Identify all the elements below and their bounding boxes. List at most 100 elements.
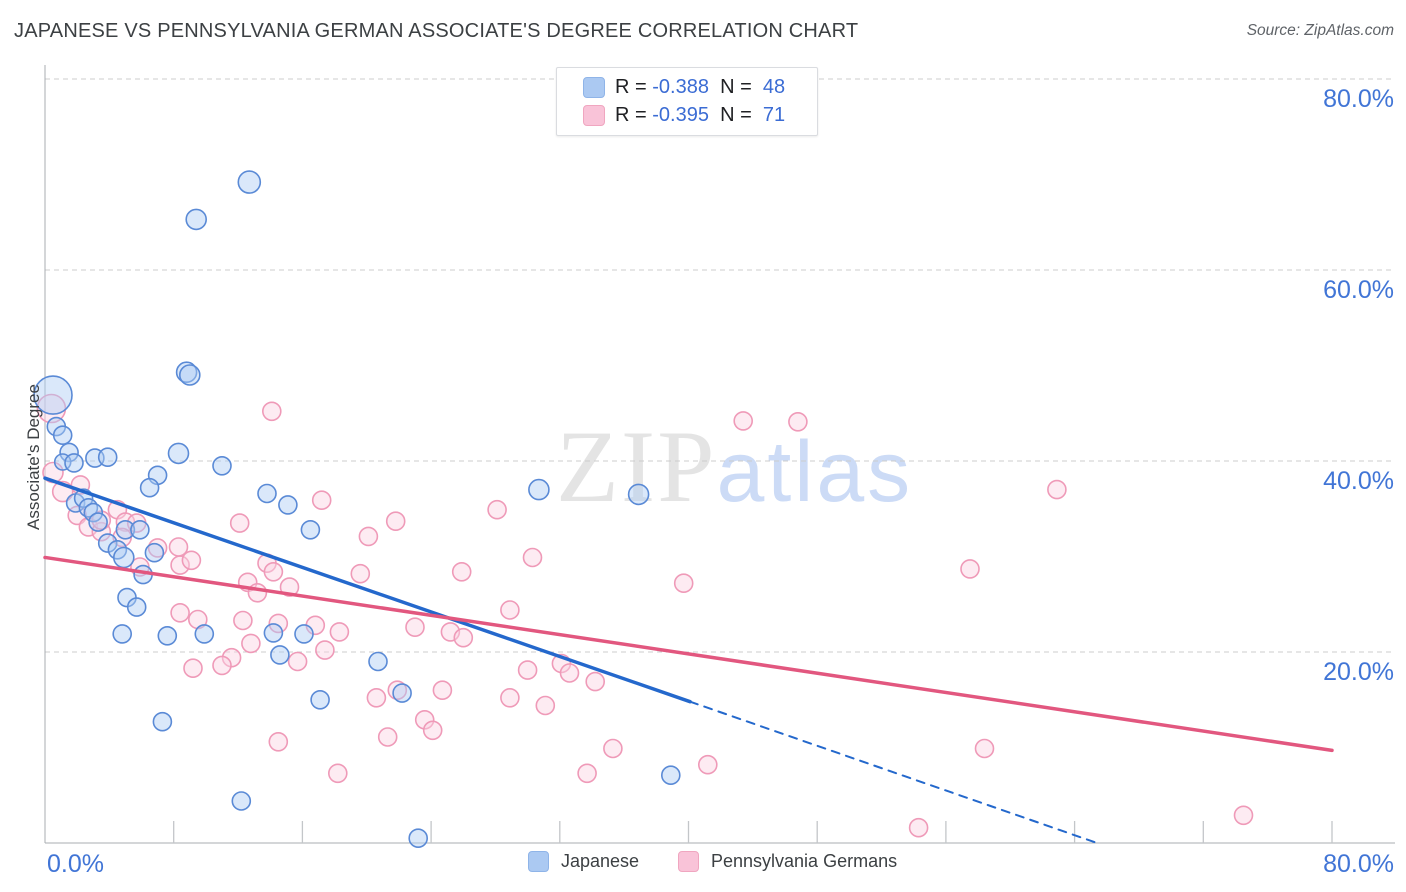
- scatter-point-japanese[interactable]: [115, 519, 136, 540]
- scatter-point-pennsylvania-germans[interactable]: [241, 633, 261, 654]
- scatter-point-japanese[interactable]: [33, 375, 73, 415]
- scatter-point-pennsylvania-germans[interactable]: [268, 613, 289, 634]
- legend-row-japanese: R = -0.388 N = 48: [583, 75, 817, 99]
- scatter-point-pennsylvania-germans[interactable]: [329, 622, 350, 642]
- scatter-point-pennsylvania-germans[interactable]: [212, 655, 232, 676]
- scatter-point-japanese[interactable]: [368, 651, 388, 672]
- scatter-point-japanese[interactable]: [294, 624, 314, 644]
- scatter-point-pennsylvania-germans[interactable]: [366, 687, 387, 708]
- y-tick-label-40: 40.0%: [1323, 467, 1394, 495]
- scatter-point-pennsylvania-germans[interactable]: [170, 602, 190, 623]
- scatter-point-japanese[interactable]: [257, 483, 277, 504]
- scatter-point-pennsylvania-germans[interactable]: [261, 401, 282, 422]
- scatter-point-pennsylvania-germans[interactable]: [358, 526, 379, 547]
- scatter-point-japanese[interactable]: [97, 533, 118, 553]
- scatter-point-japanese[interactable]: [113, 546, 135, 569]
- scatter-point-japanese[interactable]: [144, 542, 165, 563]
- pennsylvania-germans-swatch: [583, 104, 605, 126]
- scatter-point-japanese[interactable]: [52, 425, 73, 446]
- scatter-point-japanese[interactable]: [185, 208, 207, 231]
- scatter-point-pennsylvania-germans[interactable]: [453, 627, 474, 648]
- scatter-point-japanese[interactable]: [130, 519, 150, 540]
- trend-line-japanese: [43, 476, 692, 704]
- scatter-point-japanese[interactable]: [112, 624, 132, 644]
- y-tick-label-80: 80.0%: [1323, 85, 1394, 113]
- scatter-point-pennsylvania-germans[interactable]: [733, 411, 754, 431]
- scatter-point-pennsylvania-germans[interactable]: [960, 559, 980, 579]
- scatter-point-japanese[interactable]: [528, 478, 550, 501]
- legend-item-japanese: Japanese: [528, 851, 639, 872]
- scatter-point-japanese[interactable]: [167, 442, 190, 465]
- scatter-point-pennsylvania-germans[interactable]: [279, 577, 300, 597]
- scatter-point-pennsylvania-germans[interactable]: [697, 754, 718, 775]
- scatter-point-pennsylvania-germans[interactable]: [414, 709, 435, 730]
- scatter-point-pennsylvania-germans[interactable]: [311, 490, 332, 511]
- scatter-point-japanese[interactable]: [64, 453, 84, 473]
- scatter-point-pennsylvania-germans[interactable]: [577, 763, 597, 784]
- scatter-point-japanese[interactable]: [139, 477, 160, 498]
- scatter-point-japanese[interactable]: [392, 683, 412, 703]
- scatter-point-pennsylvania-germans[interactable]: [350, 563, 371, 584]
- scatter-point-japanese[interactable]: [263, 623, 284, 643]
- y-tick-label-60: 60.0%: [1323, 276, 1394, 304]
- scatter-point-pennsylvania-germans[interactable]: [500, 687, 520, 708]
- scatter-point-pennsylvania-germans[interactable]: [1047, 479, 1067, 500]
- scatter-point-japanese[interactable]: [179, 364, 201, 386]
- scatter-point-japanese[interactable]: [627, 483, 650, 506]
- scatter-point-japanese[interactable]: [157, 625, 178, 646]
- scatter-point-pennsylvania-germans[interactable]: [788, 411, 808, 432]
- scatter-point-pennsylvania-germans[interactable]: [585, 671, 606, 692]
- scatter-point-pennsylvania-germans[interactable]: [377, 727, 398, 747]
- x-tick-label-min: 0.0%: [47, 850, 104, 878]
- scatter-point-pennsylvania-germans[interactable]: [287, 651, 308, 672]
- scatter-point-pennsylvania-germans[interactable]: [522, 547, 543, 568]
- x-tick-label-max: 80.0%: [1323, 850, 1394, 878]
- scatter-point-japanese[interactable]: [97, 447, 118, 468]
- scatter-point-pennsylvania-germans[interactable]: [432, 680, 453, 701]
- scatter-point-pennsylvania-germans[interactable]: [422, 720, 443, 741]
- scatter-point-pennsylvania-germans[interactable]: [263, 561, 284, 582]
- scatter-point-japanese[interactable]: [231, 791, 252, 811]
- scatter-point-pennsylvania-germans[interactable]: [247, 582, 268, 603]
- scatter-point-japanese[interactable]: [270, 645, 290, 665]
- scatter-point-japanese[interactable]: [59, 442, 79, 463]
- scatter-point-pennsylvania-germans[interactable]: [535, 695, 556, 716]
- scatter-point-pennsylvania-germans[interactable]: [603, 738, 623, 759]
- scatter-point-pennsylvania-germans[interactable]: [1233, 805, 1254, 826]
- legend-row-pennsylvania-germans: R = -0.395 N = 71: [583, 103, 817, 127]
- scatter-point-japanese[interactable]: [88, 512, 108, 532]
- scatter-point-pennsylvania-germans[interactable]: [673, 573, 694, 594]
- scatter-point-pennsylvania-germans[interactable]: [908, 817, 929, 838]
- scatter-point-pennsylvania-germans[interactable]: [233, 610, 253, 631]
- scatter-point-pennsylvania-germans[interactable]: [974, 738, 995, 759]
- scatter-point-pennsylvania-germans[interactable]: [315, 640, 335, 660]
- scatter-point-pennsylvania-germans[interactable]: [517, 660, 538, 680]
- scatter-point-japanese[interactable]: [194, 624, 215, 644]
- scatter-point-japanese[interactable]: [126, 597, 147, 617]
- scatter-point-pennsylvania-germans[interactable]: [385, 511, 406, 532]
- scatter-point-japanese[interactable]: [152, 711, 173, 732]
- trend-line-pennsylvania-germans: [43, 555, 1334, 753]
- scatter-point-pennsylvania-germans[interactable]: [487, 499, 507, 520]
- scatter-point-japanese[interactable]: [237, 170, 262, 194]
- scatter-point-japanese[interactable]: [175, 361, 198, 384]
- scatter-point-japanese[interactable]: [660, 765, 681, 786]
- scatter-point-pennsylvania-germans[interactable]: [500, 600, 520, 620]
- scatter-point-pennsylvania-germans[interactable]: [91, 510, 112, 531]
- scatter-point-japanese[interactable]: [310, 689, 330, 710]
- scatter-point-pennsylvania-germans[interactable]: [183, 658, 203, 679]
- scatter-point-pennsylvania-germans[interactable]: [451, 561, 472, 582]
- scatter-point-pennsylvania-germans[interactable]: [405, 617, 425, 638]
- scatter-point-pennsylvania-germans[interactable]: [559, 663, 580, 683]
- scatter-point-japanese[interactable]: [212, 455, 232, 476]
- scatter-point-pennsylvania-germans[interactable]: [229, 513, 250, 533]
- scatter-point-japanese[interactable]: [278, 495, 298, 515]
- scatter-point-pennsylvania-germans[interactable]: [268, 731, 289, 752]
- scatter-point-japanese[interactable]: [408, 828, 429, 849]
- scatter-point-pennsylvania-germans[interactable]: [181, 550, 202, 571]
- scatter-point-japanese[interactable]: [83, 502, 104, 523]
- scatter-point-pennsylvania-germans[interactable]: [170, 555, 190, 575]
- scatter-point-japanese[interactable]: [300, 519, 321, 540]
- scatter-point-pennsylvania-germans[interactable]: [327, 763, 348, 784]
